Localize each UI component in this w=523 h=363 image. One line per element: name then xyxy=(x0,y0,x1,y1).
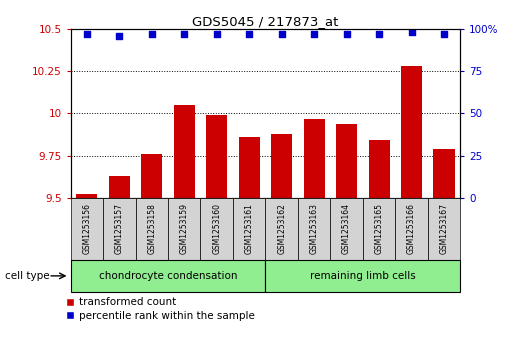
Bar xyxy=(369,140,390,198)
Bar xyxy=(76,195,97,198)
Point xyxy=(245,31,253,37)
Bar xyxy=(109,176,130,198)
Text: GSM1253158: GSM1253158 xyxy=(147,203,156,254)
Bar xyxy=(303,118,325,198)
Text: chondrocyte condensation: chondrocyte condensation xyxy=(99,271,237,281)
Text: remaining limb cells: remaining limb cells xyxy=(310,271,416,281)
Point xyxy=(375,31,383,37)
Bar xyxy=(401,66,422,198)
Bar xyxy=(71,198,103,260)
Bar xyxy=(266,260,460,292)
Text: GSM1253161: GSM1253161 xyxy=(245,203,254,254)
Bar xyxy=(174,105,195,198)
Point xyxy=(407,29,416,35)
Point xyxy=(440,31,448,37)
Bar xyxy=(363,198,395,260)
Point xyxy=(147,31,156,37)
Text: GSM1253165: GSM1253165 xyxy=(374,203,383,254)
Bar xyxy=(298,198,331,260)
Bar xyxy=(141,154,162,198)
Bar xyxy=(135,198,168,260)
Text: GSM1253166: GSM1253166 xyxy=(407,203,416,254)
Point xyxy=(212,31,221,37)
Bar xyxy=(395,198,428,260)
Bar xyxy=(238,137,260,198)
Text: GSM1253164: GSM1253164 xyxy=(342,203,351,254)
Bar xyxy=(233,198,266,260)
Point xyxy=(115,33,123,39)
Legend: transformed count, percentile rank within the sample: transformed count, percentile rank withi… xyxy=(65,297,255,321)
Text: GSM1253162: GSM1253162 xyxy=(277,203,286,254)
Title: GDS5045 / 217873_at: GDS5045 / 217873_at xyxy=(192,15,338,28)
Text: GSM1253159: GSM1253159 xyxy=(180,203,189,254)
Bar xyxy=(336,123,357,198)
Text: cell type: cell type xyxy=(5,271,50,281)
Text: GSM1253163: GSM1253163 xyxy=(310,203,319,254)
Bar xyxy=(200,198,233,260)
Text: GSM1253160: GSM1253160 xyxy=(212,203,221,254)
Point xyxy=(310,31,319,37)
Point xyxy=(278,31,286,37)
Bar xyxy=(266,198,298,260)
Bar xyxy=(71,260,266,292)
Text: GSM1253167: GSM1253167 xyxy=(439,203,449,254)
Text: GSM1253157: GSM1253157 xyxy=(115,203,124,254)
Bar xyxy=(271,134,292,198)
Bar xyxy=(103,198,135,260)
Bar xyxy=(206,115,228,198)
Bar xyxy=(331,198,363,260)
Bar xyxy=(428,198,460,260)
Text: GSM1253156: GSM1253156 xyxy=(82,203,92,254)
Point xyxy=(343,31,351,37)
Point xyxy=(83,31,91,37)
Bar xyxy=(434,149,454,198)
Bar xyxy=(168,198,200,260)
Point xyxy=(180,31,188,37)
